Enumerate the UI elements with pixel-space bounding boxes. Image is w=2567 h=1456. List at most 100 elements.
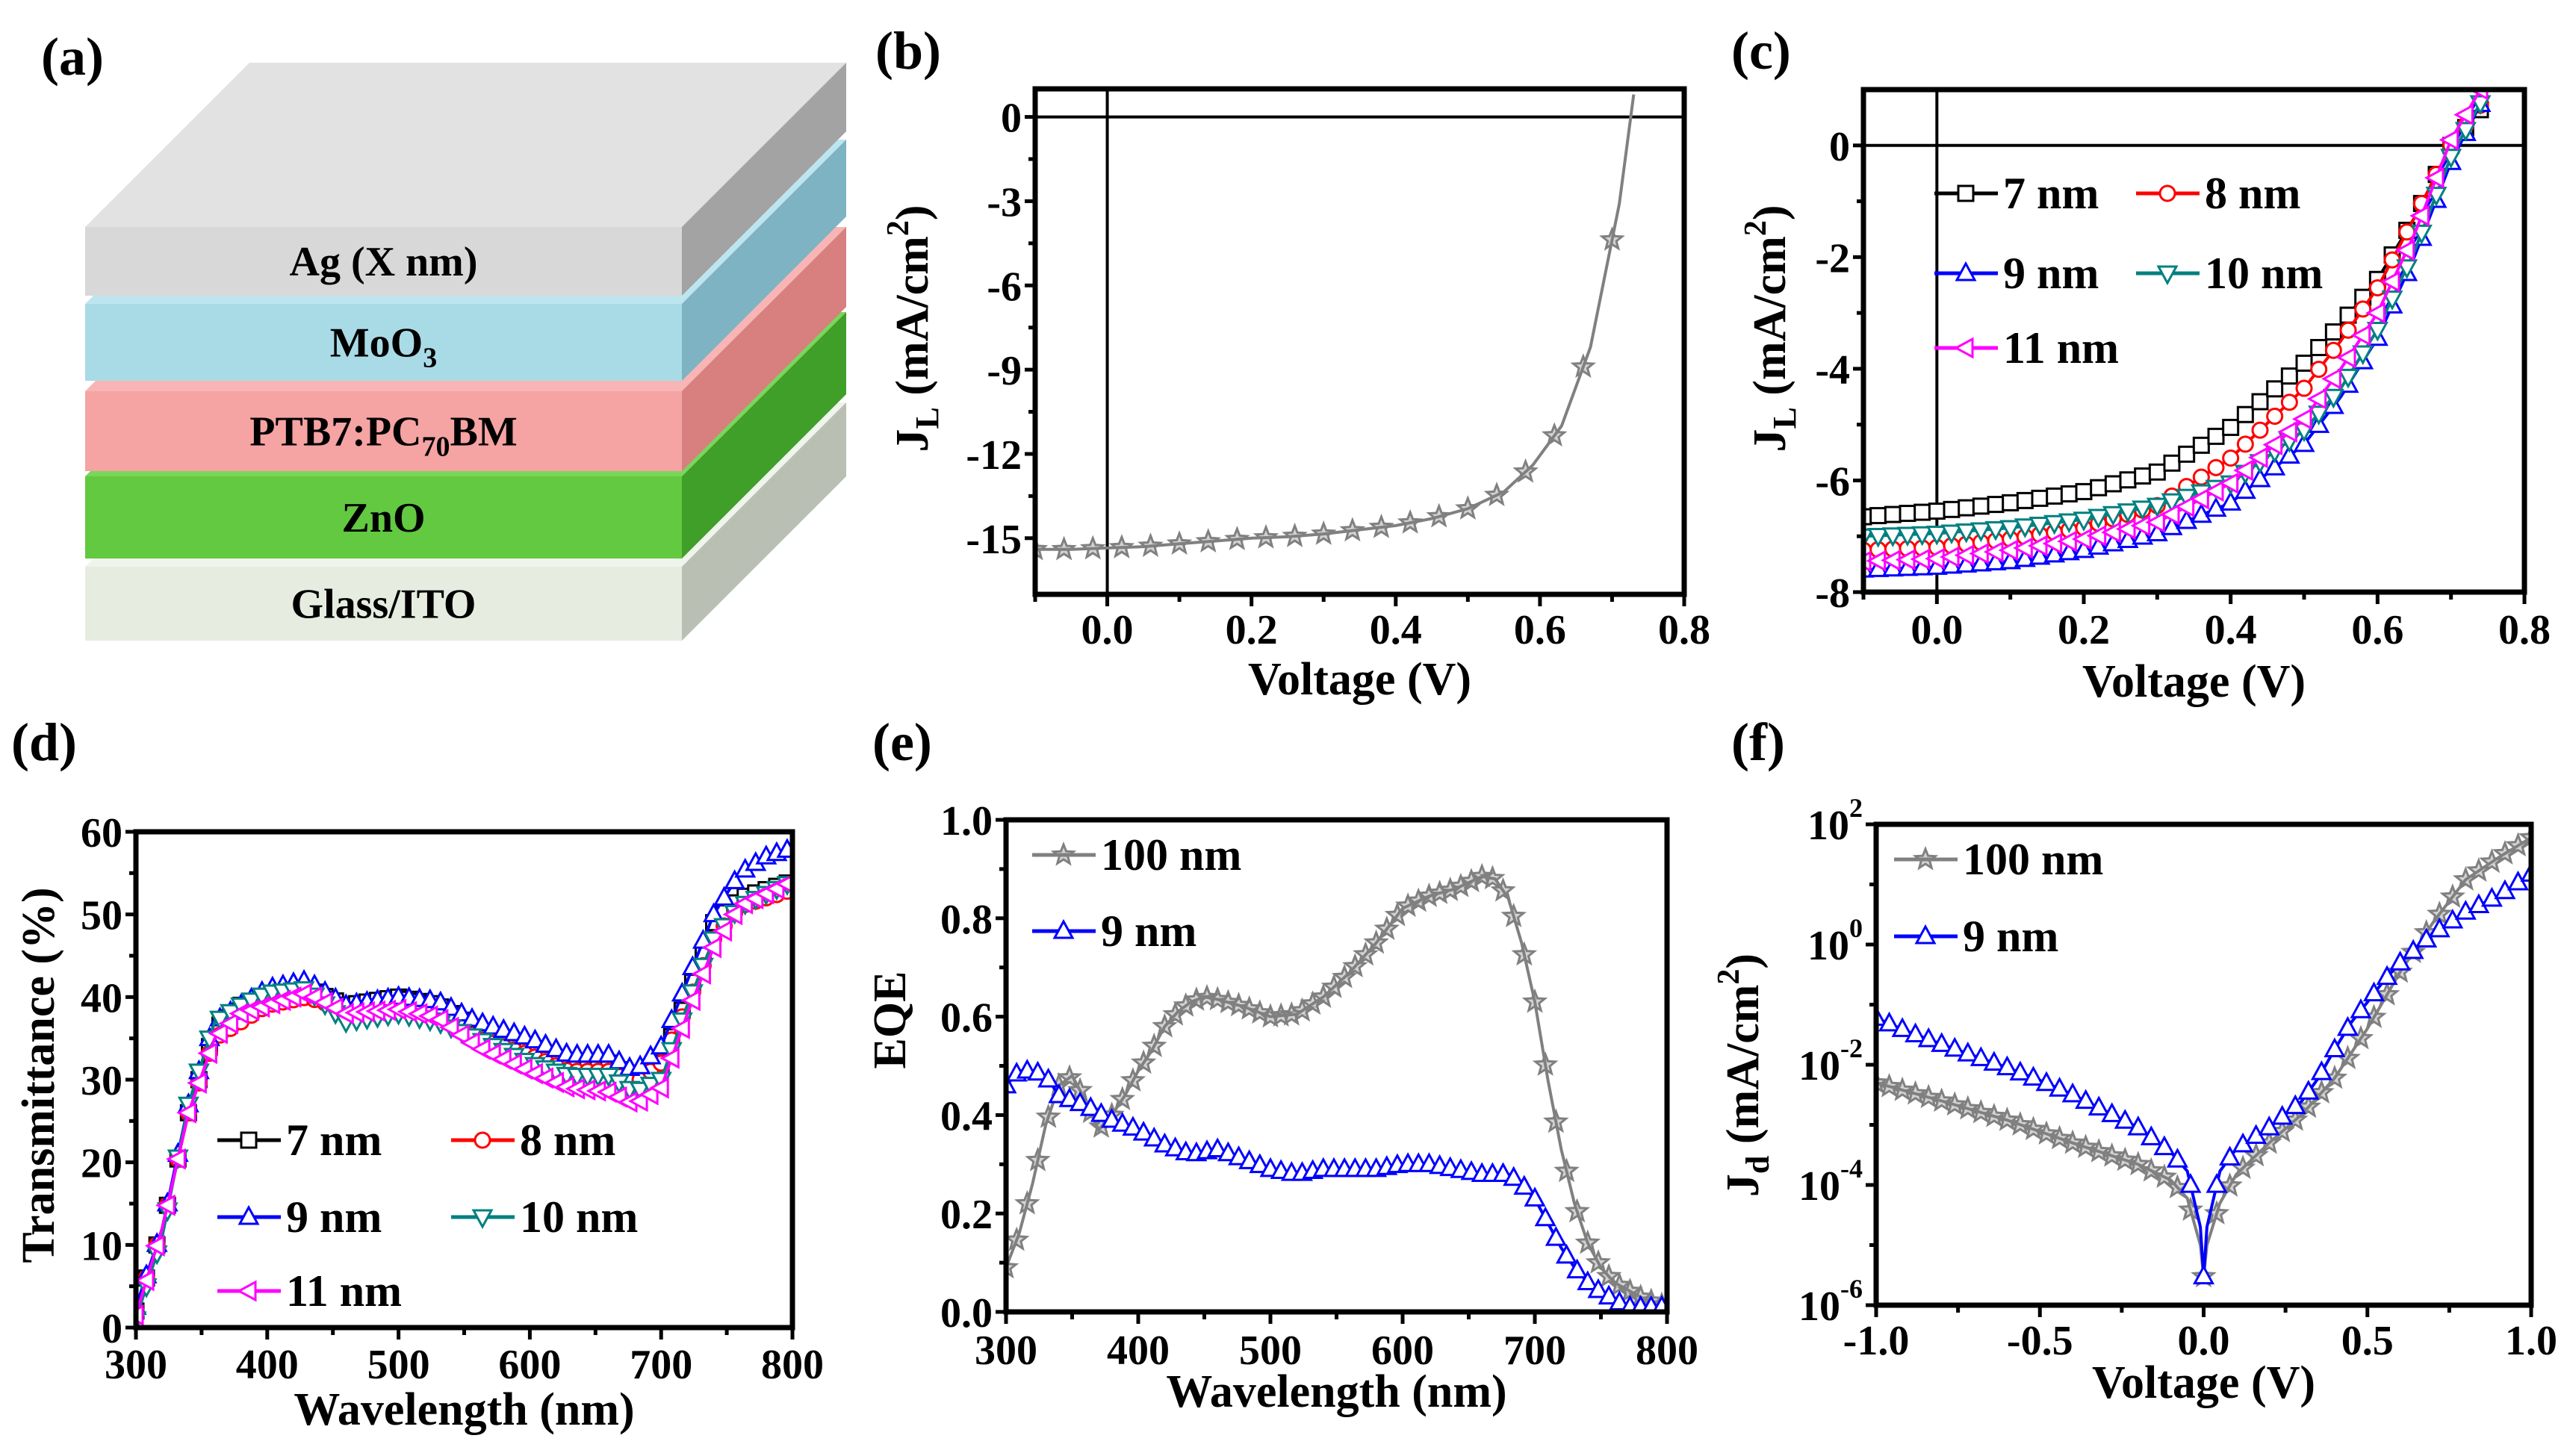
triangle-up-marker [2117, 528, 2139, 548]
square-marker [2310, 338, 2328, 356]
y-title-subscript: L [909, 407, 946, 429]
x-tick-label: 600 [498, 1342, 561, 1388]
star-marker [1137, 532, 1164, 557]
triangle-left-marker [2277, 420, 2297, 443]
triangle-left-marker [2101, 521, 2121, 544]
circle-marker [2251, 421, 2269, 439]
square-marker [2280, 367, 2298, 385]
legend-entry: 9 nm [1032, 906, 1196, 956]
triangle-left-marker [2409, 205, 2430, 227]
star-marker [1889, 1076, 1916, 1101]
triangle-left-marker [2394, 239, 2415, 261]
triangle-left-marker [428, 1009, 449, 1031]
legend-entry: 7 nm [1934, 169, 2099, 218]
y-title-superscript: 2 [881, 220, 916, 236]
star-marker [1483, 482, 1510, 507]
y-tick-label: 10 [81, 1223, 122, 1269]
tick-exponent: -4 [1840, 1154, 1863, 1183]
triangle-up-marker [2127, 1116, 2149, 1136]
triangle-down-marker [2043, 514, 2066, 535]
triangle-left-marker [2453, 104, 2474, 126]
triangle-up-marker [1037, 1067, 1060, 1088]
star-marker [1541, 422, 1568, 447]
layer-name: Glass/ITO [291, 582, 477, 628]
series-line-1 [136, 888, 792, 1312]
triangle-down-marker [629, 1081, 651, 1102]
triangle-up-marker [1984, 550, 2007, 570]
star-marker [1941, 1091, 1968, 1116]
triangle-down-marker [2308, 405, 2330, 426]
triangle-down-marker [1925, 525, 1948, 546]
triangle-up-marker [429, 990, 452, 1011]
star-marker [1109, 1086, 1136, 1110]
star-marker [1599, 226, 1625, 251]
star-marker [1373, 915, 1400, 940]
chart-0: 0.0 0.2 0.4 0.6 0.8 0 -3 -6 -9 -12 -15 Voltage (V) J… [881, 86, 1710, 705]
legend: 100 nm 9 nm [1032, 830, 1241, 956]
star-marker [2099, 1142, 2125, 1167]
y-tick-label: -8 [1815, 570, 1850, 617]
triangle-left-marker [2306, 388, 2327, 410]
triangle-left-marker [2159, 503, 2180, 526]
square-marker [2119, 471, 2137, 489]
triangle-down-marker [1970, 522, 1992, 543]
triangle-left-marker [136, 1269, 155, 1292]
triangle-left-marker [1953, 337, 1974, 359]
square-marker [2266, 380, 2284, 398]
y-tick-label: 0.4 [940, 1093, 993, 1139]
series-line-0 [1035, 94, 1636, 551]
legend-label: 10 nm [520, 1192, 638, 1242]
legend-entry: 11 nm [1934, 323, 2119, 373]
square-marker [1928, 503, 1946, 520]
triangle-left-marker [236, 1280, 257, 1302]
triangle-up-marker [2075, 1089, 2097, 1110]
layer-name-suffix: BM [450, 409, 518, 455]
triangle-up-marker [2029, 544, 2051, 565]
circle-marker [2368, 279, 2386, 296]
triangle-up-marker [1052, 918, 1075, 939]
panel-label: (b) [875, 21, 941, 81]
triangle-up-marker [2022, 1065, 2045, 1086]
star-marker [1490, 877, 1516, 902]
square-marker [2163, 454, 2181, 472]
star-marker [1405, 887, 1432, 912]
star-marker [1025, 1146, 1051, 1172]
triangle-up-marker [2310, 1060, 2332, 1080]
legend-label: 9 nm [1963, 912, 2058, 961]
star-marker [1912, 845, 1939, 871]
triangle-left-marker [2189, 488, 2209, 510]
square-marker [2031, 489, 2049, 507]
star-marker [1553, 1157, 1580, 1183]
legend-entry: 100 nm [1032, 830, 1241, 880]
triangle-up-marker [2153, 1135, 2176, 1156]
triangle-up-marker [1524, 1186, 1546, 1207]
legend-entry: 100 nm [1894, 835, 2103, 884]
triangle-up-marker [2176, 508, 2198, 529]
triangle-left-marker [2262, 434, 2283, 456]
triangle-up-marker [1608, 1290, 1630, 1310]
x-tick-label: 400 [236, 1342, 299, 1388]
star-marker [1120, 1067, 1146, 1092]
star-marker [1140, 1032, 1167, 1057]
x-tick-label: 0.8 [1658, 607, 1710, 653]
square-marker [1913, 503, 1931, 521]
triangle-up-marker [2402, 939, 2424, 959]
legend-label: 11 nm [2003, 323, 2119, 373]
triangle-up-marker [1227, 1145, 1250, 1166]
panel-a-device-schematic: Glass/ITO ZnO PTB7:PC70BM MoO3 Ag (X nm) [85, 63, 846, 641]
y-tick-label: 0 [1829, 124, 1850, 170]
y-title-unit: (mA/cm [1718, 985, 1769, 1156]
triangle-up-marker [2132, 524, 2154, 545]
y-title-unit-close: ) [887, 205, 938, 221]
x-axis-title: Wavelength (nm) [294, 1384, 634, 1435]
layer-side-face [682, 402, 846, 641]
y-title-main: J [1745, 429, 1795, 452]
y-title-main: J [1718, 1174, 1769, 1197]
triangle-up-marker [2284, 1094, 2306, 1115]
star-marker [2033, 1120, 2060, 1145]
panel-label: (e) [872, 712, 932, 772]
y-axis-title: Transmittance (%) [13, 887, 64, 1263]
triangle-left-marker [2439, 128, 2459, 151]
star-marker [1253, 523, 1279, 549]
legend-label: 100 nm [1963, 835, 2103, 884]
